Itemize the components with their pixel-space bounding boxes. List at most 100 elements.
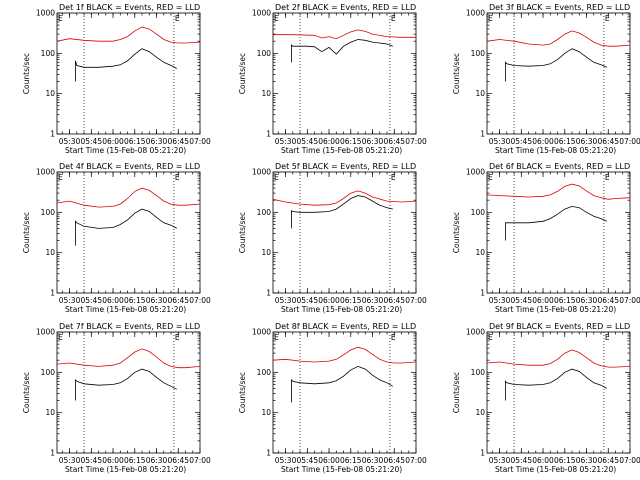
y-tick-label: 10 bbox=[45, 248, 55, 257]
x-tick-label: 06:45 bbox=[597, 456, 619, 465]
y-tick-label: 1000 bbox=[36, 9, 55, 18]
x-tick-label: 06:30 bbox=[146, 296, 168, 305]
y-tick-label: 1000 bbox=[36, 168, 55, 177]
x-tick-label: 06:30 bbox=[362, 137, 384, 146]
detector-panel: Det 5f BLACK = Events, RED = LLD E E 1 10 100… bbox=[238, 162, 427, 314]
panel-title: Det 8f BLACK = Events, RED = LLD bbox=[275, 322, 416, 331]
series-line bbox=[486, 349, 631, 368]
corner-mark-right: E bbox=[175, 333, 180, 342]
plot-frame bbox=[272, 12, 417, 135]
corner-mark-left: E bbox=[274, 173, 279, 182]
y-axis-label: Counts/sec bbox=[452, 372, 461, 413]
corner-mark-right: E bbox=[391, 173, 396, 182]
corner-mark-left: E bbox=[488, 14, 493, 23]
y-tick-label: 100 bbox=[41, 368, 56, 377]
y-tick-label: 100 bbox=[257, 208, 272, 217]
x-tick-label: 06:00 bbox=[102, 137, 124, 146]
detector-panel: Det 2f BLACK = Events, RED = LLD E E 1 10 100… bbox=[238, 3, 427, 155]
x-tick-label: 07:00 bbox=[619, 456, 640, 465]
corner-mark-right: E bbox=[175, 173, 180, 182]
series-line bbox=[290, 195, 393, 229]
x-tick-label: 06:15 bbox=[124, 296, 146, 305]
series-line bbox=[75, 208, 177, 246]
x-tick-label: 06:00 bbox=[532, 456, 554, 465]
x-tick-label: 05:45 bbox=[296, 456, 318, 465]
x-axis-label: Start Time (15-Feb-08 05:21:20) bbox=[495, 465, 616, 474]
x-tick-label: 07:00 bbox=[189, 137, 211, 146]
y-tick-label: 1000 bbox=[36, 328, 55, 337]
y-tick-label: 1 bbox=[480, 449, 485, 458]
plot-frame bbox=[56, 331, 201, 454]
y-axis-label: Counts/sec bbox=[22, 212, 31, 253]
x-tick-label: 06:45 bbox=[167, 456, 189, 465]
corner-mark-left: E bbox=[58, 173, 63, 182]
x-tick-label: 06:30 bbox=[362, 296, 384, 305]
x-tick-label: 07:00 bbox=[189, 456, 211, 465]
x-tick-label: 05:30 bbox=[59, 456, 81, 465]
x-tick-label: 05:30 bbox=[489, 296, 511, 305]
series-line bbox=[272, 346, 417, 364]
x-tick-label: 05:45 bbox=[80, 296, 102, 305]
x-axis-label: Start Time (15-Feb-08 05:21:20) bbox=[281, 146, 402, 155]
x-axis-label: Start Time (15-Feb-08 05:21:20) bbox=[65, 305, 186, 314]
x-tick-label: 07:00 bbox=[405, 456, 427, 465]
panel-title: Det 5f BLACK = Events, RED = LLD bbox=[275, 162, 416, 171]
x-tick-label: 05:45 bbox=[296, 137, 318, 146]
x-tick-label: 06:30 bbox=[146, 137, 168, 146]
x-tick-label: 06:45 bbox=[167, 296, 189, 305]
corner-mark-right: E bbox=[391, 14, 396, 23]
series-line bbox=[272, 190, 417, 206]
plot-frame bbox=[486, 171, 631, 294]
x-axis-label: Start Time (15-Feb-08 05:21:20) bbox=[281, 465, 402, 474]
y-tick-label: 10 bbox=[45, 408, 55, 417]
panel-title: Det 9f BLACK = Events, RED = LLD bbox=[489, 322, 630, 331]
detector-panel: Det 3f BLACK = Events, RED = LLD E E 1 10 100… bbox=[452, 3, 640, 155]
y-tick-label: 10 bbox=[475, 408, 485, 417]
series-line bbox=[273, 29, 416, 40]
plot-frame bbox=[486, 331, 631, 454]
x-tick-label: 06:45 bbox=[383, 137, 405, 146]
y-axis-label: Counts/sec bbox=[22, 372, 31, 413]
x-tick-label: 05:30 bbox=[489, 137, 511, 146]
y-axis-label: Counts/sec bbox=[238, 372, 247, 413]
x-tick-label: 06:45 bbox=[167, 137, 189, 146]
plot-frame bbox=[486, 12, 631, 135]
x-tick-label: 06:00 bbox=[318, 456, 340, 465]
x-tick-label: 05:45 bbox=[510, 296, 532, 305]
y-tick-label: 1000 bbox=[252, 9, 271, 18]
x-tick-label: 07:00 bbox=[405, 137, 427, 146]
detector-panel: Det 1f BLACK = Events, RED = LLD E E 1 10 100… bbox=[22, 3, 211, 155]
y-tick-label: 1 bbox=[50, 449, 55, 458]
series-line bbox=[290, 365, 394, 403]
series-line bbox=[75, 368, 177, 401]
series-line bbox=[75, 48, 177, 82]
series-line bbox=[504, 205, 607, 241]
detector-panel: Det 6f BLACK = Events, RED = LLD E E 1 10 100… bbox=[452, 162, 640, 314]
y-tick-label: 1 bbox=[50, 289, 55, 298]
detector-panel: Det 7f BLACK = Events, RED = LLD E E 1 10 100… bbox=[22, 322, 211, 474]
x-tick-label: 05:45 bbox=[296, 296, 318, 305]
x-axis-label: Start Time (15-Feb-08 05:21:20) bbox=[65, 465, 186, 474]
x-tick-label: 06:30 bbox=[576, 137, 598, 146]
x-tick-label: 06:30 bbox=[146, 456, 168, 465]
series-line bbox=[504, 48, 607, 82]
x-tick-label: 07:00 bbox=[405, 296, 427, 305]
panel-title: Det 2f BLACK = Events, RED = LLD bbox=[275, 3, 416, 12]
corner-mark-left: E bbox=[488, 333, 493, 342]
corner-mark-right: E bbox=[605, 333, 610, 342]
x-tick-label: 07:00 bbox=[619, 137, 640, 146]
x-tick-label: 06:00 bbox=[318, 137, 340, 146]
x-tick-label: 05:30 bbox=[275, 296, 297, 305]
x-tick-label: 06:00 bbox=[102, 456, 124, 465]
x-tick-label: 06:45 bbox=[597, 137, 619, 146]
y-tick-label: 10 bbox=[475, 248, 485, 257]
panel-title: Det 6f BLACK = Events, RED = LLD bbox=[489, 162, 630, 171]
y-tick-label: 100 bbox=[471, 368, 486, 377]
x-tick-label: 05:45 bbox=[510, 456, 532, 465]
y-tick-label: 1000 bbox=[466, 328, 485, 337]
x-tick-label: 05:45 bbox=[80, 137, 102, 146]
y-tick-label: 1 bbox=[266, 130, 271, 139]
x-tick-label: 06:15 bbox=[340, 296, 362, 305]
plot-frame bbox=[272, 171, 417, 294]
x-axis-label: Start Time (15-Feb-08 05:21:20) bbox=[65, 146, 186, 155]
